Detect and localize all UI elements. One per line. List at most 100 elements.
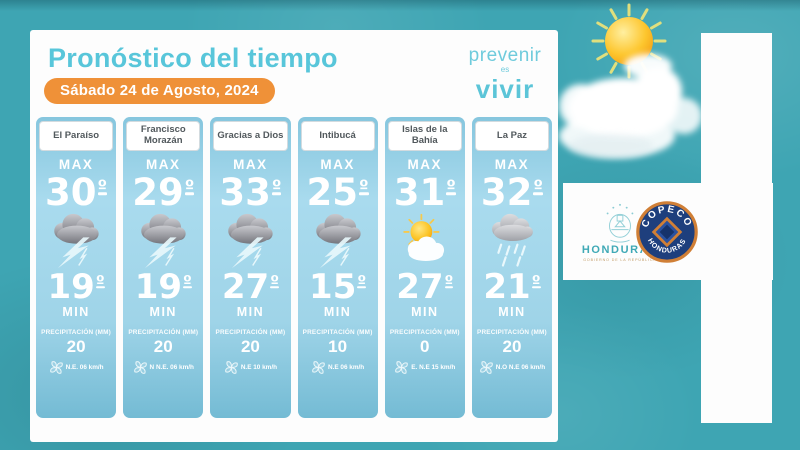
degree-symbol: º bbox=[359, 177, 369, 198]
forecast-card: Islas de la Bahía MAX 31º bbox=[384, 117, 465, 418]
degree-symbol: º bbox=[97, 177, 108, 198]
pinwheel-icon bbox=[49, 361, 63, 375]
pinwheel-icon bbox=[395, 361, 409, 375]
wind-value: N N.E. 06 km/h bbox=[149, 364, 194, 372]
min-label: MIN bbox=[411, 305, 439, 320]
degree-symbol: º bbox=[95, 271, 105, 291]
precip-value: 20 bbox=[502, 337, 522, 357]
region-name: La Paz bbox=[474, 121, 550, 151]
precip-label: PRECIPITACIÓN (MM) bbox=[389, 329, 460, 337]
forecast-card: El Paraíso MAX 30º 19º MIN PRECIPITACIÓN… bbox=[36, 117, 117, 418]
copeco-logo: COPECO HONDURAS bbox=[635, 200, 699, 264]
precip-value: 20 bbox=[240, 337, 260, 357]
precip-label: PRECIPITACIÓN (MM) bbox=[41, 329, 112, 337]
max-temp: 25º bbox=[306, 171, 369, 214]
precip-value: 0 bbox=[420, 337, 430, 357]
forecast-card: Intibucá MAX 25º 15º MIN PRECIPITACIÓN (… bbox=[297, 117, 378, 418]
honduras-emblem-icon bbox=[606, 203, 634, 243]
region-name: Francisco Morazán bbox=[126, 121, 201, 151]
max-temp: 32º bbox=[480, 171, 543, 214]
precip-label: PRECIPITACIÓN (MM) bbox=[477, 329, 547, 337]
degree-symbol: º bbox=[444, 271, 454, 291]
degree-symbol: º bbox=[446, 177, 456, 198]
wind-value: N.E 10 km/h bbox=[240, 364, 278, 372]
min-temp: 27º bbox=[396, 267, 454, 308]
degree-symbol: º bbox=[271, 177, 282, 198]
degree-symbol: º bbox=[357, 271, 367, 291]
precip-label: PRECIPITACIÓN (MM) bbox=[128, 329, 199, 337]
wind-value: N.E. 06 km/h bbox=[65, 364, 104, 372]
weather-icon bbox=[134, 211, 192, 271]
min-temp: 27º bbox=[221, 267, 279, 308]
wind-row: E. N.E 15 km/h bbox=[394, 360, 455, 375]
honduras-wordmark: HONDURAS bbox=[581, 244, 659, 256]
degree-symbol: º bbox=[184, 177, 195, 198]
precip-label: PRECIPITACIÓN (MM) bbox=[215, 329, 286, 337]
prevenir-es-vivir-logo: prevenir es vivir bbox=[450, 46, 560, 102]
page-title: Pronóstico del tiempo bbox=[48, 43, 338, 73]
pinwheel-icon bbox=[312, 361, 325, 375]
wind-row: N N.E. 06 km/h bbox=[133, 360, 194, 375]
pinwheel-icon bbox=[479, 361, 493, 375]
forecast-card: Gracias a Dios MAX 33º 27º MIN PRECIPITA… bbox=[210, 117, 291, 418]
weather-icon bbox=[483, 211, 541, 271]
rain-cloud-icon bbox=[492, 213, 533, 267]
weather-icon bbox=[221, 211, 279, 271]
pinwheel-icon bbox=[133, 361, 147, 375]
wind-value: E. N.E 15 km/h bbox=[411, 364, 456, 372]
min-temp: 21º bbox=[483, 267, 541, 308]
main-panel: Pronóstico del tiempo Sábado 24 de Agost… bbox=[30, 30, 558, 442]
sun-cloud-icon bbox=[403, 213, 444, 262]
max-label: MAX bbox=[494, 157, 530, 172]
logo-band: HONDURAS GOBIERNO DE LA REPÚBLICA COPECO… bbox=[563, 183, 773, 280]
wind-row: N.E 06 km/h bbox=[311, 360, 364, 375]
degree-symbol: º bbox=[531, 271, 541, 291]
max-label: MAX bbox=[58, 157, 94, 172]
weather-icon bbox=[47, 211, 105, 271]
date-badge: Sábado 24 de Agosto, 2024 bbox=[44, 78, 275, 104]
region-name: Intibucá bbox=[300, 121, 375, 151]
max-temp: 31º bbox=[393, 171, 456, 214]
forecast-card: Francisco Morazán MAX 29º 19º MIN PRECIP… bbox=[123, 117, 204, 418]
thunderstorm-icon bbox=[54, 213, 99, 269]
min-label: MIN bbox=[323, 305, 352, 320]
slogan-line1: prevenir bbox=[468, 45, 542, 66]
min-temp: 19º bbox=[134, 267, 192, 308]
max-temp: 29º bbox=[132, 171, 195, 214]
max-label: MAX bbox=[146, 157, 181, 172]
forecast-row: El Paraíso MAX 30º 19º MIN PRECIPITACIÓN… bbox=[36, 117, 553, 418]
precip-value: 10 bbox=[328, 337, 348, 357]
pinwheel-icon bbox=[224, 361, 238, 375]
precip-value: 20 bbox=[153, 337, 173, 357]
min-temp: 15º bbox=[309, 267, 367, 308]
min-label: MIN bbox=[149, 305, 177, 320]
weather-icon bbox=[309, 211, 367, 271]
degree-symbol: º bbox=[183, 271, 192, 291]
min-label: MIN bbox=[62, 305, 90, 320]
degree-symbol: º bbox=[270, 271, 279, 291]
honduras-subtext: GOBIERNO DE LA REPÚBLICA bbox=[583, 258, 657, 262]
honduras-gov-logo: HONDURAS GOBIERNO DE LA REPÚBLICA bbox=[567, 186, 673, 277]
min-label: MIN bbox=[498, 305, 526, 320]
wind-row: N.O N.E 06 km/h bbox=[479, 360, 545, 375]
thunderstorm-icon bbox=[141, 213, 186, 269]
sun-disc bbox=[605, 17, 653, 65]
max-label: MAX bbox=[233, 157, 268, 172]
slogan-line2: es bbox=[500, 65, 510, 74]
max-temp: 33º bbox=[219, 171, 282, 214]
wind-value: N.E 06 km/h bbox=[327, 364, 365, 372]
wind-row: N.E 10 km/h bbox=[224, 360, 277, 375]
wind-value: N.O N.E 06 km/h bbox=[495, 364, 546, 372]
max-label: MAX bbox=[407, 157, 443, 172]
thunderstorm-icon bbox=[315, 213, 361, 269]
min-temp: 19º bbox=[47, 267, 105, 308]
region-name: Gracias a Dios bbox=[213, 121, 288, 151]
sun-clouds-art bbox=[559, 3, 702, 158]
forecast-card: La Paz MAX 32º 21º MIN PRECIPIT bbox=[471, 117, 553, 418]
wind-row: N.E. 06 km/h bbox=[49, 360, 104, 375]
max-temp: 30º bbox=[45, 171, 108, 214]
weather-icon bbox=[396, 211, 454, 271]
precip-label: PRECIPITACIÓN (MM) bbox=[302, 329, 373, 337]
slogan-line3: vivir bbox=[475, 74, 535, 104]
